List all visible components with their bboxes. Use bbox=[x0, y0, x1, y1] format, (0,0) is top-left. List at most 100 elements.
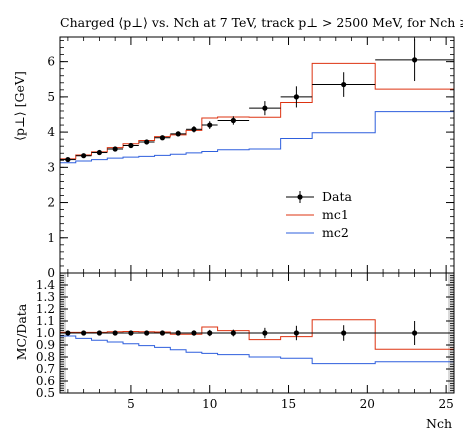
data-point bbox=[91, 149, 108, 156]
data-marker bbox=[96, 330, 102, 336]
data-marker bbox=[159, 135, 166, 141]
data-point bbox=[186, 330, 202, 336]
top-panel: 0 1 2 3 4 5 6 bbox=[47, 36, 455, 280]
y-tick-label: 5 bbox=[47, 90, 55, 104]
data-point bbox=[217, 116, 250, 125]
chart-title: Charged ⟨p⊥⟩ vs. Nch at 7 TeV, track p⊥ … bbox=[60, 15, 463, 30]
ratio-y-axis-label: MC/Data bbox=[14, 303, 29, 360]
data-marker bbox=[191, 126, 197, 132]
data-point bbox=[91, 330, 108, 336]
data-marker bbox=[293, 94, 299, 100]
data-point bbox=[375, 38, 454, 82]
data-point bbox=[201, 329, 218, 337]
legend-item-mc2: mc2 bbox=[286, 225, 349, 240]
mc1-line bbox=[60, 62, 454, 160]
x-tick-label: 25 bbox=[438, 397, 453, 411]
data-marker bbox=[191, 330, 197, 336]
legend-item-mc1: mc1 bbox=[286, 207, 349, 222]
data-marker bbox=[112, 330, 118, 336]
data-point bbox=[201, 121, 218, 129]
data-marker bbox=[230, 117, 236, 124]
data-point bbox=[249, 101, 281, 116]
data-marker bbox=[175, 131, 181, 137]
legend-item-Data: Data bbox=[286, 189, 352, 204]
data-marker bbox=[81, 330, 87, 336]
data-marker bbox=[412, 330, 418, 336]
data-marker bbox=[159, 330, 166, 336]
data-marker bbox=[207, 122, 213, 128]
y-tick-label: 1.0 bbox=[36, 326, 55, 340]
data-point bbox=[123, 330, 139, 336]
y-tick-label: 0.8 bbox=[36, 350, 55, 364]
data-point bbox=[75, 330, 92, 336]
y-tick-label: 2 bbox=[47, 196, 55, 210]
data-point bbox=[217, 329, 250, 337]
y-tick-label: 1.2 bbox=[36, 302, 55, 316]
data-point bbox=[138, 330, 155, 336]
data-marker bbox=[96, 149, 102, 156]
data-point bbox=[107, 330, 124, 336]
data-point bbox=[312, 325, 376, 341]
y-tick-label: 3 bbox=[47, 160, 55, 174]
data-point bbox=[107, 146, 124, 152]
data-marker bbox=[207, 330, 213, 336]
data-point bbox=[375, 321, 454, 345]
data-point bbox=[154, 135, 171, 141]
top-panel-frame bbox=[59, 36, 455, 274]
data-marker bbox=[128, 142, 134, 149]
y-tick-label: 0.9 bbox=[36, 338, 55, 352]
x-axis-label: Nch bbox=[426, 416, 452, 431]
data-marker bbox=[230, 330, 236, 336]
data-point bbox=[75, 153, 92, 159]
x-tick-label: 10 bbox=[202, 397, 217, 411]
data-marker bbox=[341, 81, 347, 88]
x-tick-label: 20 bbox=[360, 397, 375, 411]
legend: Data mc1 mc2 bbox=[286, 189, 352, 240]
data-marker bbox=[81, 153, 87, 159]
data-point bbox=[60, 156, 76, 163]
mc2-ratio-line bbox=[60, 335, 454, 365]
data-point bbox=[123, 142, 139, 149]
y-tick-label: 6 bbox=[47, 55, 55, 69]
y-tick-label: 0.5 bbox=[36, 386, 55, 400]
data-marker bbox=[128, 330, 134, 336]
data-point bbox=[312, 72, 376, 97]
y-tick-label: 1.4 bbox=[36, 278, 55, 292]
data-point bbox=[249, 327, 281, 339]
y-tick-label: 1 bbox=[47, 231, 55, 245]
data-marker bbox=[65, 156, 71, 163]
data-marker bbox=[144, 330, 150, 336]
mc2-line bbox=[60, 111, 454, 164]
ratio-panel: 0.50.60.70.80.91.01.11.21.31.4 5 10 15 20 25 bbox=[36, 272, 455, 411]
y-tick-label: 1.3 bbox=[36, 290, 55, 304]
data-point bbox=[138, 139, 155, 145]
data-marker bbox=[293, 330, 299, 336]
y-tick-label: 0.7 bbox=[36, 362, 55, 376]
data-point bbox=[170, 330, 187, 336]
data-point bbox=[154, 330, 171, 336]
legend-marker bbox=[297, 194, 303, 200]
data-point bbox=[280, 325, 313, 341]
data-marker bbox=[112, 146, 118, 152]
data-marker bbox=[175, 330, 181, 336]
y-tick-label: 0.6 bbox=[36, 374, 55, 388]
y-tick-label: 0 bbox=[47, 266, 55, 280]
data-marker bbox=[144, 139, 150, 145]
legend-label: Data bbox=[322, 189, 352, 204]
x-tick-label: 15 bbox=[281, 397, 296, 411]
data-marker bbox=[262, 105, 268, 111]
y-tick-label: 4 bbox=[47, 125, 55, 139]
data-point bbox=[186, 126, 202, 133]
data-marker bbox=[341, 330, 347, 336]
legend-label: mc2 bbox=[322, 225, 349, 240]
y-tick-label: 1.1 bbox=[36, 314, 55, 328]
data-marker bbox=[412, 57, 418, 63]
data-point bbox=[280, 86, 313, 108]
mc1-ratio-line bbox=[60, 319, 454, 350]
legend-label: mc1 bbox=[322, 207, 349, 222]
top-y-axis-label: ⟨p⊥⟩ [GeV] bbox=[12, 71, 27, 141]
data-marker bbox=[262, 330, 268, 336]
x-tick-label: 5 bbox=[127, 397, 135, 411]
data-point bbox=[170, 131, 187, 137]
